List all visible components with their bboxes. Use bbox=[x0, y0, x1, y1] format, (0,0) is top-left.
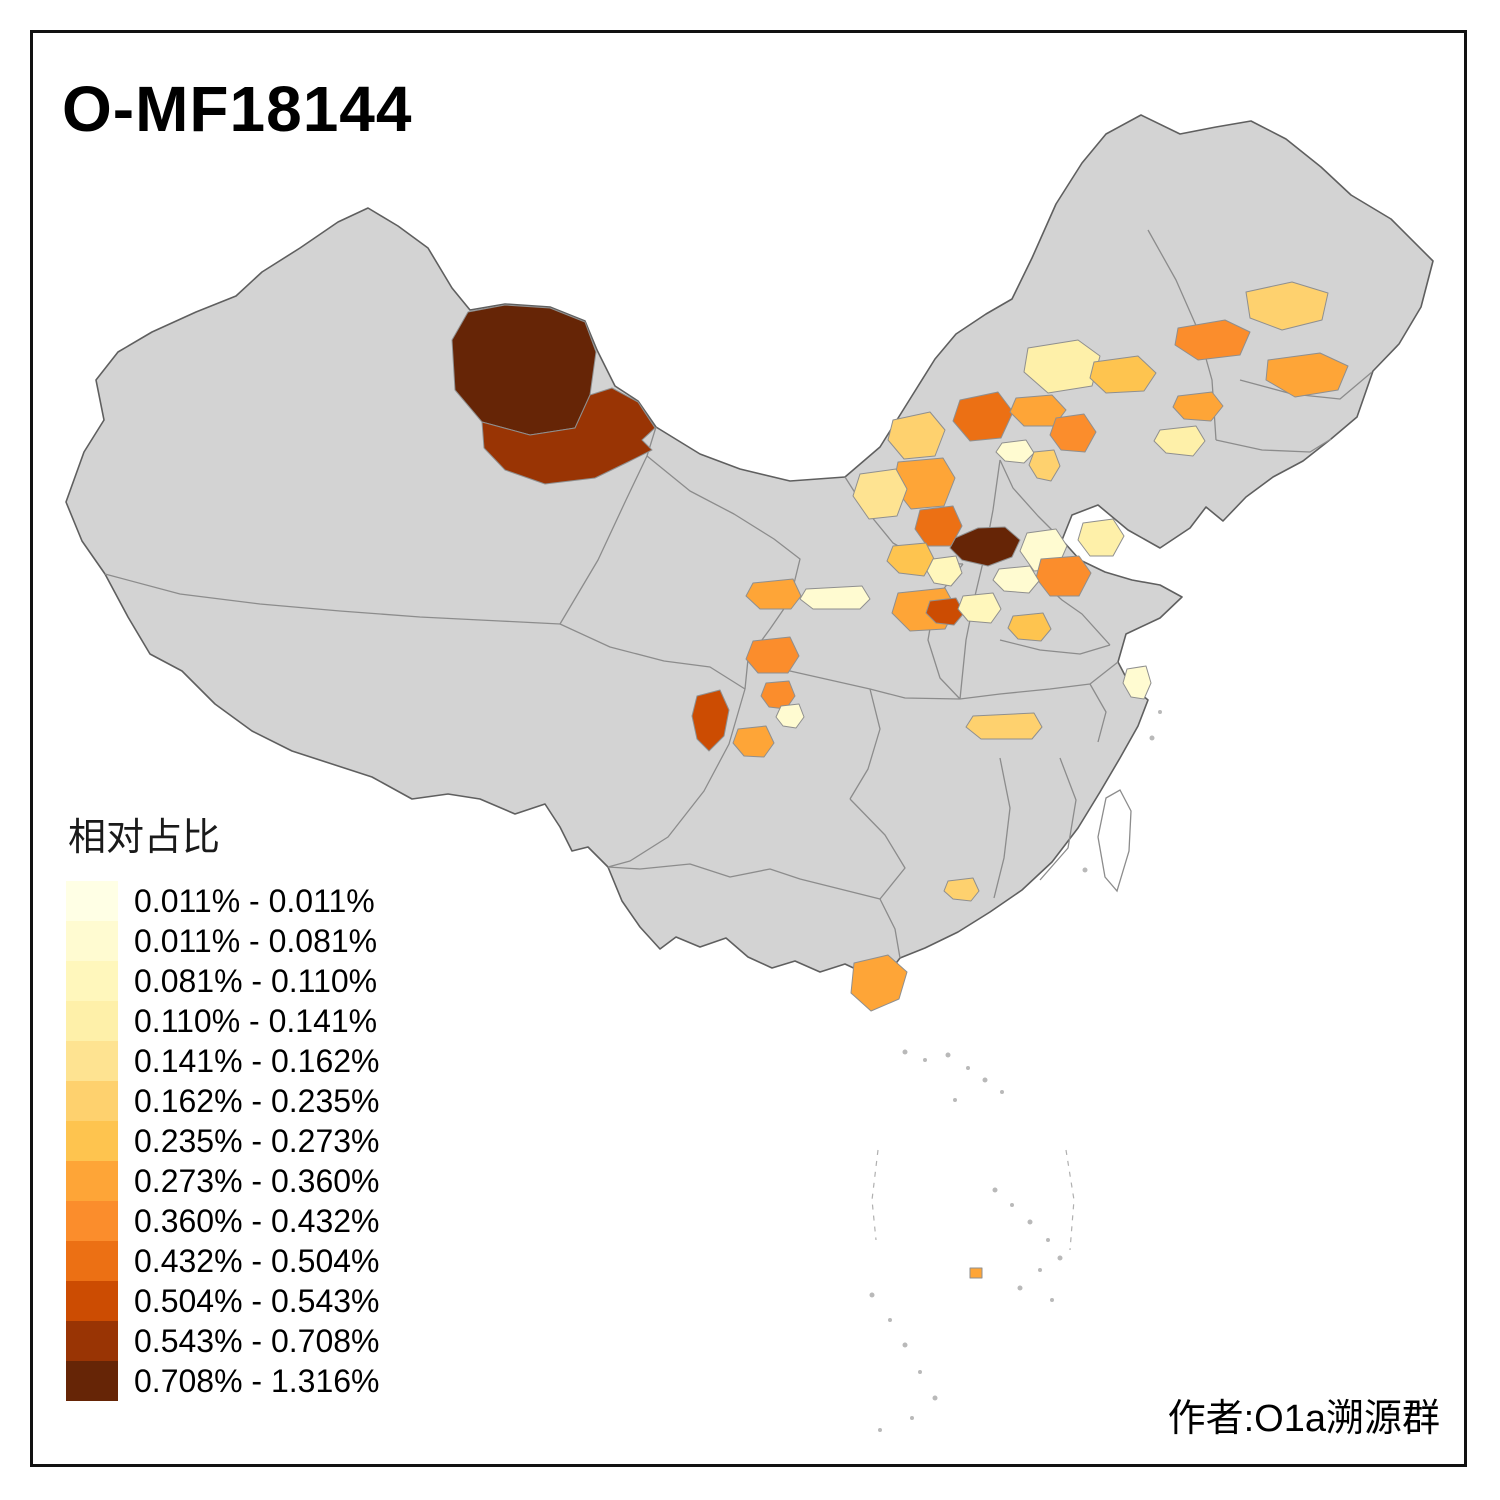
legend-row: 0.708% - 1.316% bbox=[66, 1361, 380, 1401]
page-title: O-MF18144 bbox=[62, 73, 413, 145]
map-region-region-38 bbox=[1122, 665, 1152, 700]
legend-row: 0.141% - 0.162% bbox=[66, 1041, 380, 1081]
map-region-region-28 bbox=[957, 592, 1002, 624]
legend-row: 0.360% - 0.432% bbox=[66, 1201, 380, 1241]
map-region-region-05 bbox=[1174, 319, 1251, 361]
legend-label: 0.141% - 0.162% bbox=[134, 1042, 380, 1079]
map-region-region-09 bbox=[1172, 391, 1224, 422]
legend-swatch bbox=[66, 921, 118, 961]
legend-row: 0.504% - 0.543% bbox=[66, 1281, 380, 1321]
legend-row: 0.162% - 0.235% bbox=[66, 1081, 380, 1121]
map-region-region-27 bbox=[925, 597, 965, 626]
legend-swatch bbox=[66, 1161, 118, 1201]
map-region-region-39 bbox=[943, 877, 980, 902]
legend-swatch bbox=[66, 1361, 118, 1401]
map-region-region-14 bbox=[995, 439, 1035, 464]
map-region-region-10 bbox=[1153, 425, 1206, 457]
map-region-region-35 bbox=[732, 725, 775, 758]
map-region-region-20 bbox=[886, 542, 935, 577]
legend-swatch bbox=[66, 1321, 118, 1361]
map-region-region-40 bbox=[850, 954, 908, 1012]
legend-swatch bbox=[66, 1241, 118, 1281]
legend-swatch bbox=[66, 1201, 118, 1241]
map-region-region-32 bbox=[745, 636, 800, 674]
map-region-region-16 bbox=[887, 411, 946, 460]
legend-label: 0.235% - 0.273% bbox=[134, 1122, 380, 1159]
legend-label: 0.504% - 0.543% bbox=[134, 1282, 380, 1319]
legend-row: 0.235% - 0.273% bbox=[66, 1121, 380, 1161]
legend-title: 相对占比 bbox=[68, 817, 221, 859]
legend-swatch bbox=[66, 881, 118, 921]
legend-label: 0.543% - 0.708% bbox=[134, 1322, 380, 1359]
legend-items: 0.011% - 0.011% 0.011% - 0.081% 0.081% - 0… bbox=[66, 881, 380, 1401]
legend-label: 0.162% - 0.235% bbox=[134, 1082, 380, 1119]
map-region-region-19 bbox=[914, 505, 963, 547]
map-region-region-06 bbox=[1265, 352, 1349, 398]
mainland-outline bbox=[65, 114, 1434, 997]
map-region-region-25 bbox=[992, 565, 1040, 594]
legend-label: 0.011% - 0.081% bbox=[134, 922, 378, 959]
map-region-region-34 bbox=[691, 689, 730, 752]
legend-swatch bbox=[66, 1041, 118, 1081]
map-region-region-30 bbox=[745, 578, 802, 610]
legend-label: 0.273% - 0.360% bbox=[134, 1162, 380, 1199]
map-region-region-08 bbox=[1089, 355, 1157, 394]
legend-label: 0.432% - 0.504% bbox=[134, 1242, 380, 1279]
map-region-region-21 bbox=[926, 555, 963, 587]
legend-row: 0.110% - 0.141% bbox=[66, 1001, 380, 1041]
colored-regions bbox=[451, 281, 1349, 1279]
map-region-region-13 bbox=[1049, 413, 1097, 453]
legend-swatch bbox=[66, 961, 118, 1001]
legend: 相对占比 0.011% - 0.011% 0.011% - 0.081% 0.081… bbox=[66, 806, 380, 1401]
map-region-region-11 bbox=[952, 391, 1014, 442]
map-region-region-04 bbox=[1245, 281, 1329, 331]
map-region-region-23 bbox=[1077, 518, 1125, 557]
map-region-region-15 bbox=[1028, 449, 1061, 482]
legend-row: 0.432% - 0.504% bbox=[66, 1241, 380, 1281]
legend-row: 0.081% - 0.110% bbox=[66, 961, 380, 1001]
map-region-region-18 bbox=[852, 468, 908, 520]
legend-row: 0.273% - 0.360% bbox=[66, 1161, 380, 1201]
legend-label: 0.011% - 0.011% bbox=[134, 882, 375, 919]
legend-swatch bbox=[66, 1081, 118, 1121]
legend-label: 0.110% - 0.141% bbox=[134, 1002, 378, 1039]
map-region-region-07 bbox=[1023, 339, 1101, 394]
legend-swatch bbox=[66, 1001, 118, 1041]
sea-islands bbox=[869, 710, 1162, 1432]
legend-swatch bbox=[66, 1281, 118, 1321]
sea-dashed-lines bbox=[871, 1149, 1075, 1251]
legend-label: 0.360% - 0.432% bbox=[134, 1202, 380, 1239]
map-region-region-02 bbox=[481, 387, 656, 485]
map-region-region-03 bbox=[949, 526, 1021, 567]
legend-swatch bbox=[66, 1121, 118, 1161]
map-region-region-29 bbox=[1007, 612, 1052, 642]
legend-label: 0.708% - 1.316% bbox=[134, 1362, 380, 1399]
map-region-region-31 bbox=[799, 585, 871, 610]
map-region-region-37 bbox=[965, 712, 1043, 740]
legend-row: 0.011% - 0.081% bbox=[66, 921, 380, 961]
map-region-region-36 bbox=[775, 703, 805, 729]
author-credit: 作者:O1a溯源群 bbox=[1167, 1398, 1440, 1440]
legend-row: 0.011% - 0.011% bbox=[66, 881, 380, 921]
legend-row: 0.543% - 0.708% bbox=[66, 1321, 380, 1361]
map-region-region-41 bbox=[969, 1267, 983, 1279]
map-region-region-01 bbox=[451, 304, 597, 436]
taiwan-island bbox=[1097, 789, 1132, 893]
legend-label: 0.081% - 0.110% bbox=[134, 962, 378, 999]
